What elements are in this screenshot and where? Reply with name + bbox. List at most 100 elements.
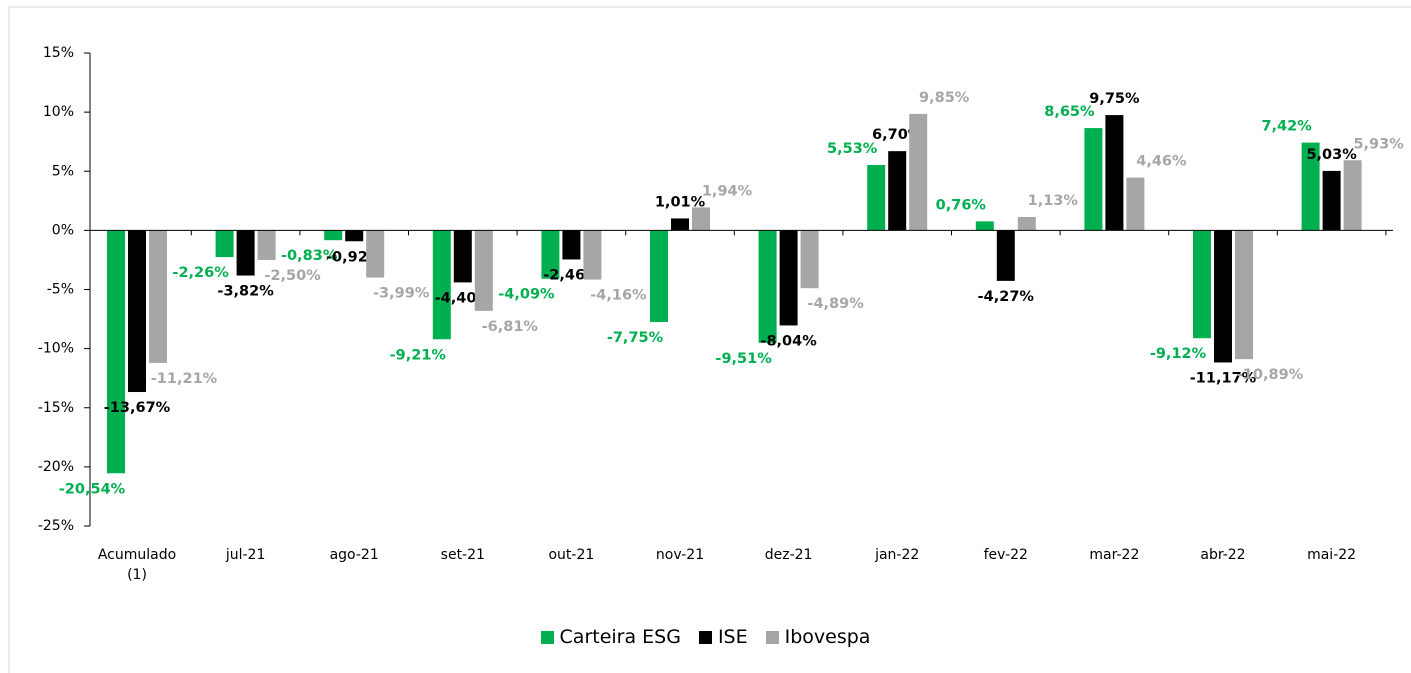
x-tick-label: nov-21 xyxy=(655,547,705,563)
value-label: -3,99% xyxy=(373,286,430,302)
legend-swatch xyxy=(765,630,779,644)
bar xyxy=(236,230,255,276)
bar xyxy=(366,230,385,278)
value-label: -4,89% xyxy=(807,296,864,312)
x-tick-label: mar-22 xyxy=(1089,547,1140,563)
value-label: -7,75% xyxy=(607,330,664,346)
bar xyxy=(888,151,907,231)
value-label: 9,75% xyxy=(1089,91,1140,107)
value-label: 1,01% xyxy=(655,194,706,210)
x-tick-label: dez-21 xyxy=(764,547,813,563)
bar xyxy=(541,230,560,279)
legend-item: Ibovespa xyxy=(765,626,871,648)
bar xyxy=(1105,115,1124,231)
x-tick-label: set-21 xyxy=(440,547,485,563)
value-label: -10,89% xyxy=(1237,367,1304,383)
bar xyxy=(149,230,167,363)
bar xyxy=(1322,170,1341,231)
x-tick-label: fev-22 xyxy=(983,547,1028,563)
bar xyxy=(1017,217,1036,231)
y-tick-label: -20% xyxy=(38,459,74,475)
y-tick-label: 5% xyxy=(52,163,74,179)
y-tick-label: -10% xyxy=(38,341,74,357)
bar xyxy=(345,230,364,242)
legend-swatch xyxy=(698,630,712,644)
bar xyxy=(453,230,472,283)
y-tick-label: -5% xyxy=(47,282,74,298)
y-tick-label: -25% xyxy=(38,518,74,534)
bar xyxy=(800,230,819,289)
legend-item: Carteira ESG xyxy=(540,626,681,648)
value-label: -4,16% xyxy=(590,288,647,304)
y-tick-label: 10% xyxy=(43,104,74,120)
bar xyxy=(1301,142,1320,231)
value-label: -8,04% xyxy=(760,333,817,349)
bar xyxy=(671,218,689,231)
bar xyxy=(1235,230,1253,360)
bar xyxy=(650,230,668,323)
bar xyxy=(257,230,276,260)
bar xyxy=(583,230,602,280)
bar xyxy=(1193,230,1211,339)
x-tick-label: ago-21 xyxy=(329,547,379,563)
value-label: 8,65% xyxy=(1044,104,1095,120)
y-tick-label: -15% xyxy=(38,400,74,416)
legend-label: Carteira ESG xyxy=(559,626,681,648)
bar xyxy=(128,230,146,393)
bar xyxy=(779,230,798,326)
value-label: -4,09% xyxy=(498,287,555,303)
bar xyxy=(692,207,710,231)
bar xyxy=(867,164,886,231)
bar xyxy=(1126,177,1145,231)
legend-swatch xyxy=(540,630,554,644)
bar xyxy=(996,230,1015,281)
value-label: -9,12% xyxy=(1150,346,1207,362)
bar xyxy=(324,230,343,241)
value-label: 7,42% xyxy=(1261,119,1312,135)
x-tick-label: out-21 xyxy=(548,547,595,563)
value-label: -0,83% xyxy=(281,248,338,264)
value-label: -9,51% xyxy=(715,351,772,367)
value-label: -11,21% xyxy=(151,371,218,387)
bar xyxy=(975,221,994,231)
value-label: -9,21% xyxy=(390,347,447,363)
bar xyxy=(758,230,777,343)
frame xyxy=(8,6,1411,673)
value-label: -2,50% xyxy=(264,268,321,284)
x-tick-label: Acumulado (1) xyxy=(97,547,177,583)
bar xyxy=(909,113,928,231)
value-label: 1,13% xyxy=(1028,193,1079,209)
bar xyxy=(215,230,234,258)
value-label: -13,67% xyxy=(104,400,171,416)
bar xyxy=(1343,160,1362,231)
bar xyxy=(107,230,125,474)
x-tick-label: jul-21 xyxy=(225,547,266,563)
value-label: 5,03% xyxy=(1306,147,1357,163)
legend-label: ISE xyxy=(717,626,748,648)
x-tick-label: mai-22 xyxy=(1307,547,1357,563)
value-label: 5,53% xyxy=(827,141,878,157)
value-label: -4,27% xyxy=(978,289,1035,305)
value-label: -11,17% xyxy=(1190,370,1257,386)
y-tick-label: 15% xyxy=(43,45,74,61)
legend-item: ISE xyxy=(698,626,748,648)
bar xyxy=(474,230,493,311)
value-label: 9,85% xyxy=(919,90,970,106)
legend-label: Ibovespa xyxy=(784,626,871,648)
value-label: -3,82% xyxy=(217,284,274,300)
bar xyxy=(562,230,581,260)
value-label: -2,26% xyxy=(172,265,229,281)
value-label: 1,94% xyxy=(702,183,753,199)
legend: Carteira ESG ISE Ibovespa xyxy=(0,626,1411,648)
value-label: -20,54% xyxy=(59,481,126,497)
x-tick-label: jan-22 xyxy=(875,547,920,563)
y-tick-label: 0% xyxy=(52,222,74,238)
value-label: 5,93% xyxy=(1353,136,1404,152)
value-label: 0,76% xyxy=(936,197,987,213)
bar xyxy=(1214,230,1232,363)
bar xyxy=(432,230,451,340)
value-label: 4,46% xyxy=(1136,154,1187,170)
value-label: -6,81% xyxy=(482,319,539,335)
